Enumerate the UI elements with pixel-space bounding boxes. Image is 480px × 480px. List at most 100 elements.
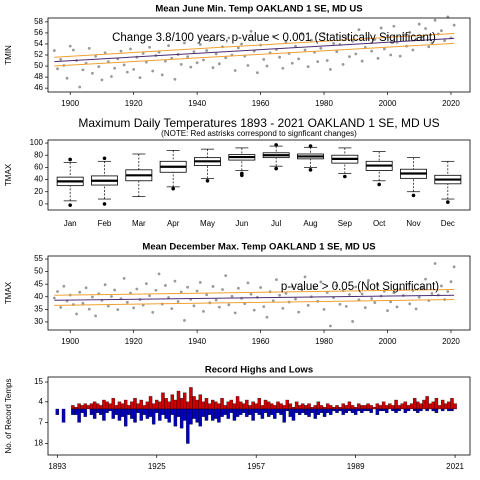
outlier: [240, 171, 244, 176]
bar: [294, 401, 299, 410]
bar: [148, 408, 153, 417]
point: [373, 38, 377, 41]
point: [71, 48, 75, 52]
x-tick-label: 2000: [379, 337, 397, 346]
bar: [450, 398, 454, 410]
point: [132, 67, 136, 71]
point: [281, 306, 285, 310]
bar: [114, 405, 119, 410]
bar: [322, 407, 327, 410]
bar: [381, 401, 386, 410]
point: [65, 76, 69, 80]
bar: [273, 408, 277, 419]
point: [144, 282, 148, 286]
bar: [89, 408, 94, 415]
point: [160, 73, 164, 77]
bar: [71, 405, 75, 410]
point: [452, 23, 456, 27]
bar: [139, 408, 143, 421]
point: [91, 295, 94, 299]
point: [325, 59, 329, 62]
bar: [360, 408, 364, 413]
point: [319, 46, 323, 50]
bar: [385, 405, 389, 410]
bar: [450, 408, 454, 412]
bar: [210, 408, 215, 421]
bar: [80, 408, 84, 413]
bar: [176, 390, 181, 410]
point: [173, 77, 177, 81]
bar: [251, 408, 255, 421]
x-tick-label: 1920: [125, 337, 143, 346]
point: [240, 42, 243, 46]
bar: [363, 405, 367, 410]
point: [421, 35, 424, 39]
point: [446, 290, 450, 293]
bar: [192, 408, 196, 419]
bar: [145, 408, 150, 419]
point: [401, 33, 405, 36]
point: [68, 44, 72, 48]
point: [424, 277, 427, 281]
bar: [136, 403, 140, 410]
bar: [431, 401, 436, 410]
bar: [207, 403, 212, 410]
point: [449, 280, 453, 284]
bar: [61, 408, 66, 423]
bar: [341, 408, 345, 415]
bar: [248, 408, 252, 415]
bar: [363, 408, 367, 412]
bar: [161, 408, 165, 415]
bar: [242, 403, 246, 410]
x-tick-label: 1900: [61, 337, 79, 346]
bar: [353, 408, 358, 415]
bar: [440, 408, 445, 412]
point: [91, 71, 94, 75]
y-tick-label: 20: [34, 187, 43, 196]
point: [246, 281, 250, 285]
bar: [96, 403, 100, 410]
bar: [285, 408, 289, 412]
x-tick-label: 1940: [188, 337, 206, 346]
bar: [251, 401, 255, 410]
bar: [332, 407, 336, 410]
point: [192, 50, 196, 54]
bar: [325, 403, 330, 410]
point: [119, 49, 123, 53]
outlier: [171, 186, 175, 191]
bar: [198, 408, 202, 427]
point: [344, 35, 348, 39]
bar: [369, 408, 373, 413]
point: [202, 309, 205, 313]
point: [214, 298, 218, 302]
bar: [350, 408, 355, 413]
point: [227, 303, 231, 307]
point: [94, 314, 97, 318]
point: [129, 47, 132, 51]
point: [78, 290, 82, 294]
point: [354, 285, 358, 289]
point: [179, 290, 183, 294]
bar: [409, 403, 414, 410]
bar: [288, 408, 293, 417]
point: [297, 310, 301, 314]
x-tick-label: 2020: [442, 337, 460, 346]
point: [144, 60, 148, 64]
bar: [263, 408, 268, 413]
point: [236, 46, 240, 50]
point: [357, 28, 361, 31]
point: [224, 56, 228, 60]
bar: [92, 401, 97, 410]
point: [151, 310, 155, 314]
point: [417, 295, 421, 299]
bar: [158, 401, 162, 410]
outlier: [308, 168, 313, 172]
bar: [235, 408, 240, 417]
bar: [186, 401, 190, 410]
point: [148, 294, 151, 298]
bar: [391, 405, 395, 410]
point: [328, 324, 332, 328]
outlier: [343, 174, 347, 179]
bar: [80, 405, 84, 410]
annotation: p-value > 0.05 (Not Significant): [281, 281, 439, 293]
